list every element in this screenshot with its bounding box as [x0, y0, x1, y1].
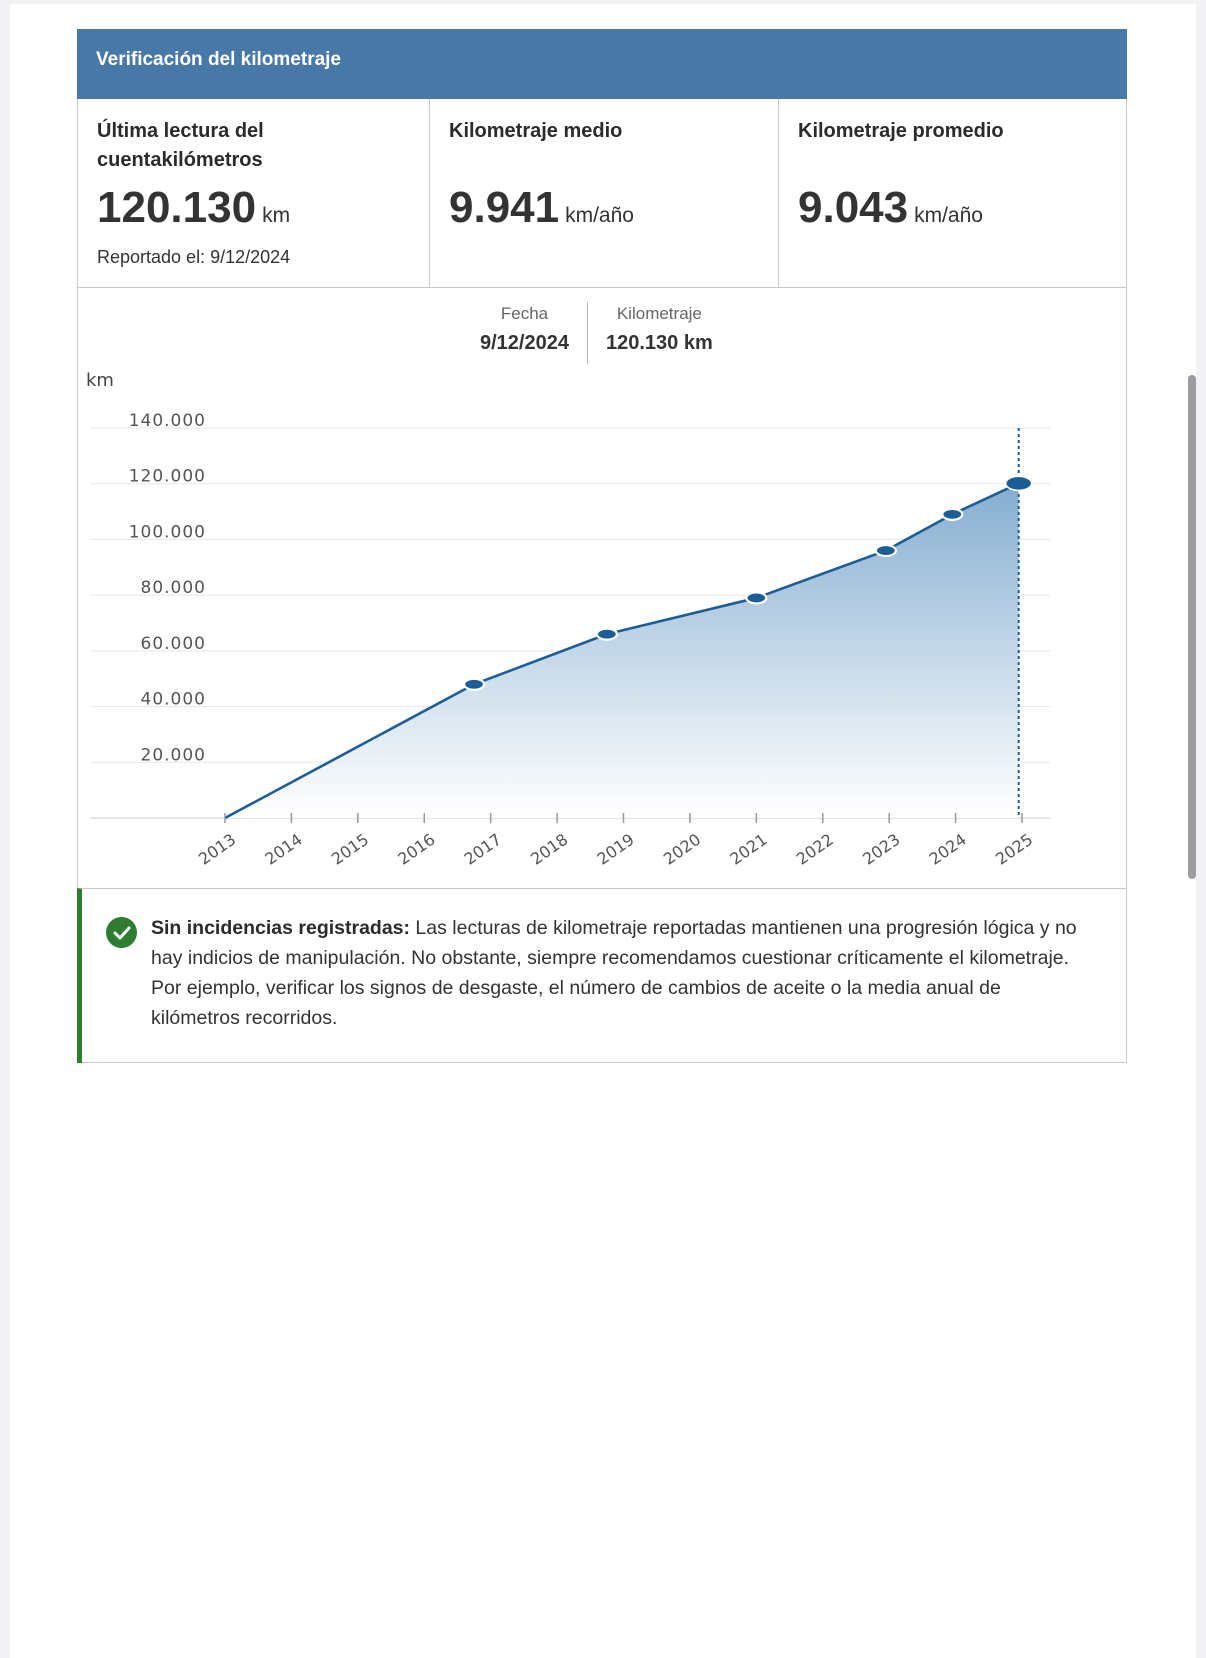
data-point [745, 591, 768, 605]
stat-title: Kilometraje medio [449, 120, 623, 142]
y-tick-label: 120.000 [129, 467, 206, 487]
tooltip-date-value: 9/12/2024 [480, 332, 569, 354]
stats-row: Última lectura del cuentakilómetros 120.… [78, 99, 1126, 288]
x-tick-label: 2021 [726, 830, 770, 869]
y-tick-label: 20.000 [141, 745, 206, 765]
notice-text: Sin incidencias registradas: Las lectura… [151, 913, 1081, 1033]
data-point [462, 677, 486, 691]
x-tick-label: 2023 [859, 830, 903, 869]
mileage-chart[interactable]: km 20.000 40.000 60.000 80.000 100.000 120.00… [78, 30, 1126, 888]
chart-tooltip: Fecha 9/12/2024 Kilometraje 120.130 km [462, 302, 731, 364]
scrollbar-thumb[interactable] [1188, 375, 1196, 879]
tooltip-km: Kilometraje 120.130 km [586, 302, 731, 364]
y-tick-label: 40.000 [141, 690, 206, 710]
stat-value: 120.130 [97, 183, 257, 232]
y-tick-label: 140.000 [129, 411, 206, 431]
data-point [941, 507, 964, 521]
x-tick-label: 2013 [195, 830, 239, 869]
mileage-verification-card: Verificación del kilometraje Última lect… [77, 29, 1127, 1063]
stat-title: Kilometraje promedio [798, 120, 1004, 142]
x-tick-label: 2024 [926, 830, 970, 869]
reported-date: Reportado el: 9/12/2024 [97, 247, 291, 267]
x-tick-label: 2020 [660, 830, 704, 869]
x-tick-label: 2018 [527, 830, 571, 869]
notice-lead: Sin incidencias registradas: [151, 917, 411, 939]
tooltip-km-value: 120.130 km [605, 332, 713, 354]
tooltip-date: Fecha 9/12/2024 [462, 302, 587, 364]
x-tick-label: 2025 [992, 830, 1036, 869]
y-axis-label: km [86, 370, 114, 391]
check-circle-icon [106, 917, 137, 948]
x-tick-label: 2016 [394, 830, 438, 869]
stat-unit: km/año [565, 204, 634, 227]
card-title: Verificación del kilometraje [77, 29, 1127, 99]
stat-last-reading: Última lectura del cuentakilómetros 120.… [78, 99, 429, 287]
x-tick-label: 2014 [261, 830, 305, 869]
y-tick-label: 80.000 [141, 578, 206, 598]
stat-value-wrap: 9.043 km/año [798, 183, 983, 233]
tooltip-km-label: Kilometraje [616, 304, 702, 323]
stat-value-wrap: 9.941 km/año [449, 183, 634, 233]
no-incidents-notice: Sin incidencias registradas: Las lectura… [77, 888, 1127, 1063]
stat-average-mileage: Kilometraje medio 9.941 km/año [429, 99, 778, 287]
stat-value: 9.043 [798, 183, 909, 232]
stat-mean-mileage: Kilometraje promedio 9.043 km/año [778, 99, 1126, 287]
y-tick-label: 100.000 [129, 522, 206, 542]
area-fill [225, 483, 1019, 818]
y-tick-label: 60.000 [141, 634, 206, 654]
stat-value: 9.941 [449, 183, 560, 232]
stat-unit: km [262, 204, 291, 227]
x-tick-label: 2017 [461, 830, 505, 869]
x-tick-label: 2015 [328, 830, 372, 869]
tooltip-date-label: Fecha [500, 304, 549, 323]
stat-title: Última lectura del cuentakilómetros [97, 120, 264, 171]
data-point [874, 543, 897, 558]
notice-body: Las lecturas de kilometraje reportadas m… [151, 917, 1077, 1029]
data-point [595, 627, 618, 641]
x-tick-label: 2022 [793, 830, 837, 869]
stat-value-wrap: 120.130 km [97, 183, 290, 233]
x-tick-label: 2019 [594, 830, 638, 869]
stat-unit: km/año [914, 204, 983, 227]
data-point-highlighted [1004, 475, 1033, 492]
